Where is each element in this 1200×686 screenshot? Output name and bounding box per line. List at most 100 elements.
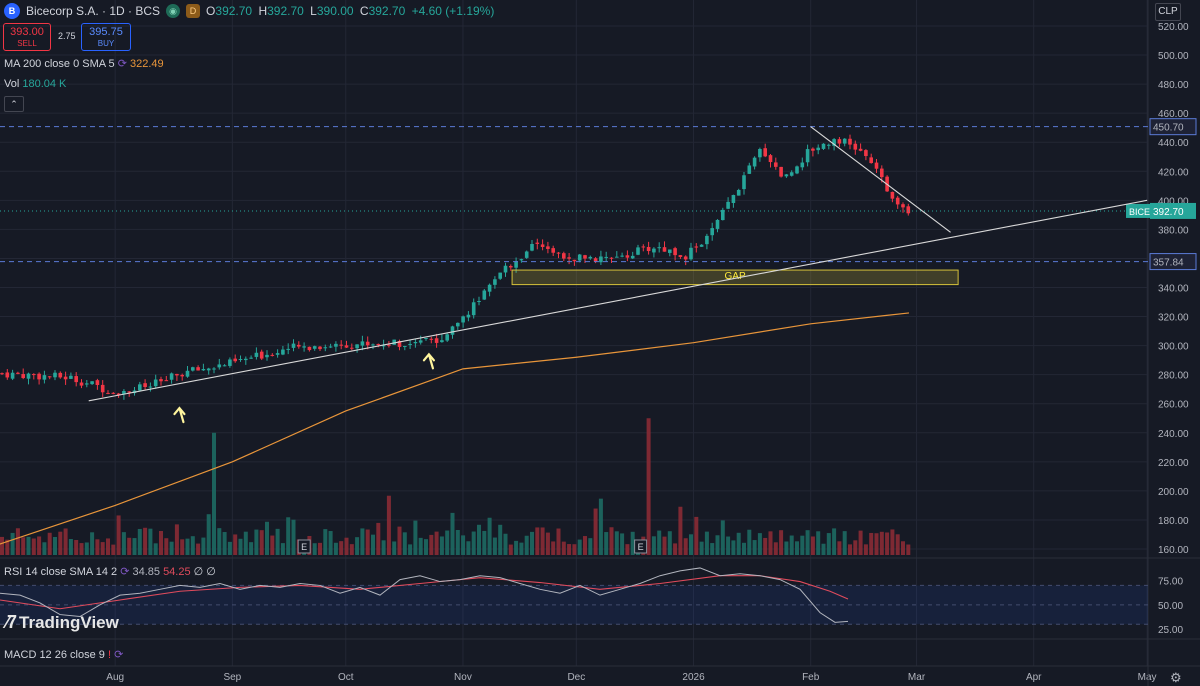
- candle: [721, 209, 725, 221]
- volume-bar: [5, 539, 10, 555]
- alert-icon: !: [107, 649, 112, 661]
- candle: [906, 206, 911, 214]
- volume-bar: [402, 532, 407, 555]
- buy-button[interactable]: 395.75 BUY: [81, 23, 131, 51]
- candle: [768, 155, 773, 163]
- candle: [816, 147, 820, 151]
- candle: [201, 368, 206, 371]
- candle: [212, 368, 216, 370]
- symbol-title[interactable]: Bicecorp S.A. · 1D · BCS: [26, 4, 161, 18]
- y-tick-label: 340.00: [1158, 284, 1189, 295]
- candle: [895, 197, 900, 205]
- candle: [789, 172, 794, 176]
- candle: [599, 256, 603, 263]
- volume-bar: [572, 544, 577, 555]
- collapse-legend-button[interactable]: ⌃: [4, 96, 24, 112]
- volume-bar: [540, 527, 545, 555]
- volume-bar: [339, 541, 344, 555]
- candle: [434, 338, 439, 343]
- candle: [297, 344, 301, 347]
- volume-bar: [620, 533, 625, 555]
- x-tick-label: May: [1138, 672, 1157, 683]
- candle: [636, 247, 640, 255]
- candle: [625, 255, 630, 258]
- candle: [37, 373, 41, 380]
- y-tick-label: 420.00: [1158, 167, 1189, 178]
- volume-bar: [561, 541, 566, 555]
- support-trendline: [88, 199, 1148, 402]
- volume-bar: [439, 536, 444, 555]
- ma-indicator-legend[interactable]: MA 200 close 0 SMA 5 ⟳ 322.49: [4, 58, 164, 70]
- eye-icon[interactable]: ◉: [166, 4, 181, 18]
- candle: [466, 314, 471, 318]
- candle: [880, 168, 884, 178]
- volume-bar: [349, 544, 354, 555]
- volume-bar: [736, 532, 741, 555]
- volume-bar: [328, 531, 333, 555]
- volume-bar: [106, 538, 110, 555]
- gear-icon[interactable]: ⚙: [1170, 670, 1182, 685]
- change-value: +4.60 (+1.19%): [411, 4, 495, 18]
- candle: [392, 339, 396, 345]
- volume-bar: [890, 529, 895, 555]
- candle: [63, 376, 68, 380]
- volume-bar: [132, 538, 137, 555]
- volume-bar: [63, 528, 68, 555]
- candle: [805, 149, 810, 163]
- arrow-up-icon: [173, 406, 186, 424]
- volume-bar: [143, 527, 148, 555]
- macd-legend[interactable]: MACD 12 26 close 9 ! ⟳: [4, 649, 124, 661]
- volume-bar: [885, 532, 890, 555]
- candle: [657, 247, 661, 249]
- bicecorp-logo-icon[interactable]: B: [4, 3, 20, 19]
- candle: [275, 353, 280, 355]
- volume-bar: [498, 524, 503, 555]
- volume-bar: [333, 542, 338, 555]
- sell-button[interactable]: 393.00 SELL: [3, 23, 51, 51]
- volume-bar: [858, 530, 863, 555]
- candle: [206, 368, 211, 371]
- candle: [731, 195, 736, 204]
- candle: [323, 347, 328, 349]
- volume-bar: [291, 519, 296, 555]
- volume-legend[interactable]: Vol 180.04 K: [4, 78, 67, 90]
- candle: [74, 376, 78, 383]
- volume-bar: [10, 532, 15, 555]
- rsi-tick-label: 50.00: [1158, 601, 1183, 612]
- volume-bar: [174, 524, 179, 555]
- candle: [450, 326, 455, 335]
- candle: [270, 354, 275, 356]
- candle: [143, 383, 147, 387]
- candle: [758, 148, 762, 158]
- price-label: 450.70: [1153, 123, 1184, 134]
- rsi-legend[interactable]: RSI 14 close SMA 14 2 ⟳ 34.85 54.25 ∅ ∅: [4, 566, 216, 578]
- candle: [556, 252, 561, 254]
- y-tick-label: 320.00: [1158, 313, 1189, 324]
- candle: [403, 346, 407, 348]
- candle: [371, 344, 375, 346]
- candle: [355, 344, 359, 349]
- volume-bar: [789, 535, 794, 555]
- volume-bar: [477, 524, 481, 555]
- volume-bar: [376, 522, 381, 555]
- volume-bar: [190, 536, 195, 555]
- currency-button[interactable]: CLP: [1155, 3, 1181, 21]
- y-tick-label: 260.00: [1158, 400, 1189, 411]
- delay-badge[interactable]: D: [186, 4, 201, 18]
- candle: [164, 380, 169, 382]
- volume-bar: [683, 538, 688, 555]
- candle: [800, 162, 805, 168]
- candle: [583, 255, 587, 259]
- resistance-trendline: [810, 126, 951, 233]
- rsi-tick-label: 75.00: [1158, 577, 1183, 588]
- volume-bar: [567, 544, 572, 555]
- volume-bar: [673, 543, 678, 555]
- candle: [85, 383, 89, 385]
- candle: [445, 334, 449, 341]
- arrow-up-icon: [422, 352, 436, 370]
- candle: [244, 358, 248, 361]
- candle: [79, 382, 84, 386]
- volume-bar: [318, 542, 322, 555]
- candle: [683, 256, 688, 260]
